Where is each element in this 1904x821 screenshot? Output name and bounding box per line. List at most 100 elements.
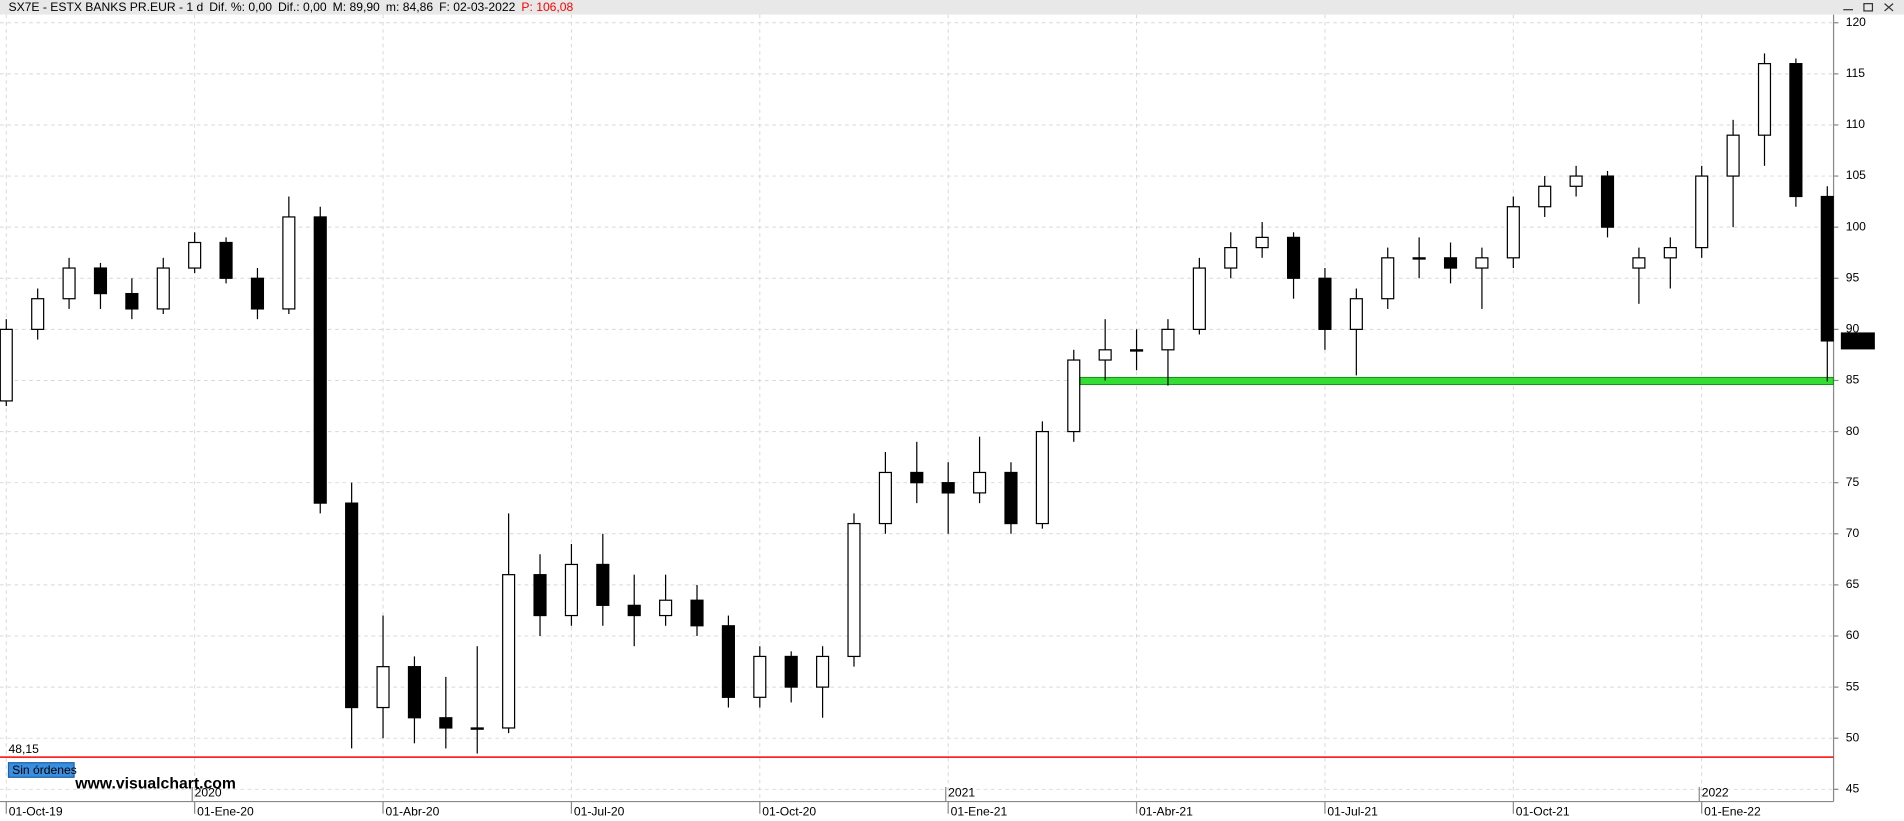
candle-body [219,241,233,279]
window-buttons[interactable] [1836,1,1903,14]
y-tick-label: 45 [1846,782,1860,796]
candle-body [627,604,641,617]
candle-body [62,267,76,300]
candle-body [1632,257,1646,269]
candle-body [1726,134,1740,177]
x-tick-label: 01-Abr-21 [1139,805,1193,819]
candle-body [376,666,390,709]
support-zone [1079,376,1834,386]
y-tick-label: 120 [1846,15,1866,29]
candle-body [659,599,673,617]
candle-body [1412,257,1426,260]
candle-body [941,482,955,494]
y-tick-label: 60 [1846,628,1860,642]
orders-button[interactable] [7,762,75,778]
header-field: P: 106,08 [521,0,573,14]
x-tick-label: 01-Oct-20 [762,805,816,819]
y-tick-label: 100 [1846,219,1866,233]
candle-body [690,599,704,627]
year-tick-label: 2020 [195,785,222,799]
candle-body [1129,349,1144,352]
candle-body [1443,257,1458,269]
x-tick-label: 01-Jul-20 [574,805,625,819]
header-field: M: 89,90 [333,0,380,14]
candle-body [1506,206,1520,259]
candle-body [910,471,924,484]
candle-body [847,522,861,658]
y-tick-label: 50 [1846,730,1860,744]
header-field: Dif.: 0,00 [278,0,327,14]
candle-body [282,216,296,310]
last-price-label: 88,87 [1845,333,1876,347]
candle-body [1663,246,1677,259]
candle-body [816,655,830,688]
y-tick-label: 115 [1846,66,1866,80]
x-tick-label: 01-Abr-20 [385,805,439,819]
header: SX7E - ESTX BANKS PR.EUR - 1 d Dif. %: 0,… [8,0,573,14]
y-tick-label: 110 [1846,117,1866,131]
candle-body [1255,236,1269,249]
candle-body [502,574,516,729]
watermark: www.visualchart.com [74,776,236,793]
candle-body [721,625,735,698]
x-tick-label: 01-Oct-21 [1516,805,1570,819]
orders-button-label[interactable]: Sin órdenes [12,763,77,777]
y-tick-label: 85 [1846,373,1860,387]
candle-body [188,241,202,269]
candle-body [1067,359,1081,433]
candle-body [596,563,610,606]
candle-body [878,471,892,525]
candle-body [93,267,108,295]
candle-body [1318,277,1332,330]
x-tick-label: 01-Ene-21 [951,805,1008,819]
candle-body [973,471,987,494]
y-tick-label: 90 [1846,322,1860,336]
y-tick-label: 55 [1846,679,1860,693]
header-field: Dif. %: 0,00 [209,0,272,14]
y-tick-label: 65 [1846,577,1860,591]
candle-body [125,292,139,310]
candle-body [407,666,422,719]
candle-body [1224,246,1238,269]
reference-label: 48,15 [8,742,39,756]
candle-body [753,655,767,698]
candle-body [470,727,484,730]
candle-body [1192,267,1206,330]
candle-body [1600,175,1615,228]
header-field: F: 02-03-2022 [439,0,515,14]
candle-body [1004,471,1018,525]
candle-body [1820,195,1834,342]
x-tick-label: 01-Oct-19 [9,805,63,819]
y-tick-label: 70 [1846,526,1860,540]
header-field: SX7E - ESTX BANKS PR.EUR - 1 d [8,0,203,14]
close-button[interactable] [1884,3,1894,12]
candle-body [250,277,265,310]
candle-body [156,267,170,310]
y-tick-label: 80 [1846,424,1860,438]
candle-body [1161,328,1175,351]
last-price-box [1840,332,1875,350]
y-tick-label: 105 [1846,168,1866,182]
year-tick-label: 2022 [1702,785,1729,799]
header-text: SX7E - ESTX BANKS PR.EUR - 1 d Dif. %: 0,… [8,0,573,14]
header-field: m: 84,86 [386,0,433,14]
candle-body [1757,63,1772,136]
candle-body [1381,257,1395,300]
y-tick-label: 95 [1846,270,1860,284]
candle-body [1349,298,1363,330]
candle-body [313,216,327,504]
candle-body [1695,175,1709,249]
candle-body [784,655,798,688]
x-tick-label: 01-Ene-22 [1704,805,1761,819]
y-tick-label: 75 [1846,475,1860,489]
candle-body [439,717,453,729]
candle-body [1098,349,1112,361]
x-tick-label: 01-Ene-20 [197,805,254,819]
maximize-button[interactable] [1863,3,1874,12]
candle-body [1538,185,1552,208]
candle-body [533,574,547,617]
year-tick-label: 2021 [948,785,975,799]
candle-body [564,563,578,617]
candle-body [1475,257,1489,269]
